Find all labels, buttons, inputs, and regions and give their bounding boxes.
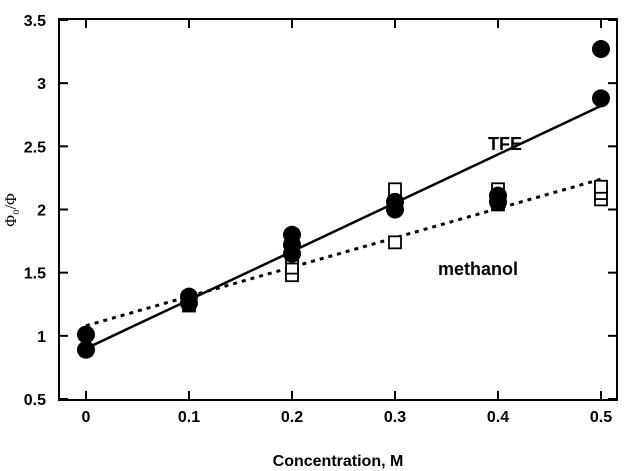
x-tick-label: 0.1 — [178, 409, 200, 426]
data-points — [77, 40, 610, 359]
axis-ticks: 0 0.1 0.2 0.3 0.4 0.5 0.5 1 1.5 2 2.5 3 3.5 — [24, 13, 616, 426]
y-tick-label: 2 — [37, 203, 46, 220]
data-point-methanol — [388, 235, 402, 250]
y-tick-label: 3.5 — [24, 13, 46, 30]
y-tick-label: 1.5 — [24, 266, 46, 283]
x-tick-label: 0 — [82, 409, 91, 426]
fit-line-methanol — [85, 177, 602, 328]
y-axis-title: Φ₀/Φ — [3, 193, 20, 227]
data-point-methanol — [594, 179, 608, 194]
data-point-tfe — [77, 340, 95, 359]
x-tick-label: 0.2 — [281, 409, 303, 426]
fit-line-tfe — [85, 104, 602, 350]
data-point-tfe — [386, 192, 404, 211]
data-point-tfe — [180, 287, 198, 306]
x-tick-label: 0.5 — [590, 409, 612, 426]
x-axis-title: Concentration, M — [273, 453, 404, 470]
annotation-methanol: methanol — [438, 259, 518, 279]
data-point-tfe — [592, 40, 610, 59]
x-tick-label: 0.4 — [487, 409, 509, 426]
data-point-tfe — [592, 89, 610, 108]
y-tick-label: 3 — [37, 76, 46, 93]
data-point-tfe — [77, 325, 95, 344]
y-tick-label: 1 — [37, 329, 46, 346]
annotation-tfe: TFE — [488, 134, 522, 154]
data-point-tfe — [489, 186, 507, 205]
y-tick-label: 2.5 — [24, 139, 46, 156]
fit-lines — [85, 104, 602, 350]
y-tick-label: 0.5 — [24, 392, 46, 409]
data-point-tfe — [283, 225, 301, 244]
x-tick-label: 0.3 — [384, 409, 406, 426]
plot-frame — [58, 18, 618, 401]
